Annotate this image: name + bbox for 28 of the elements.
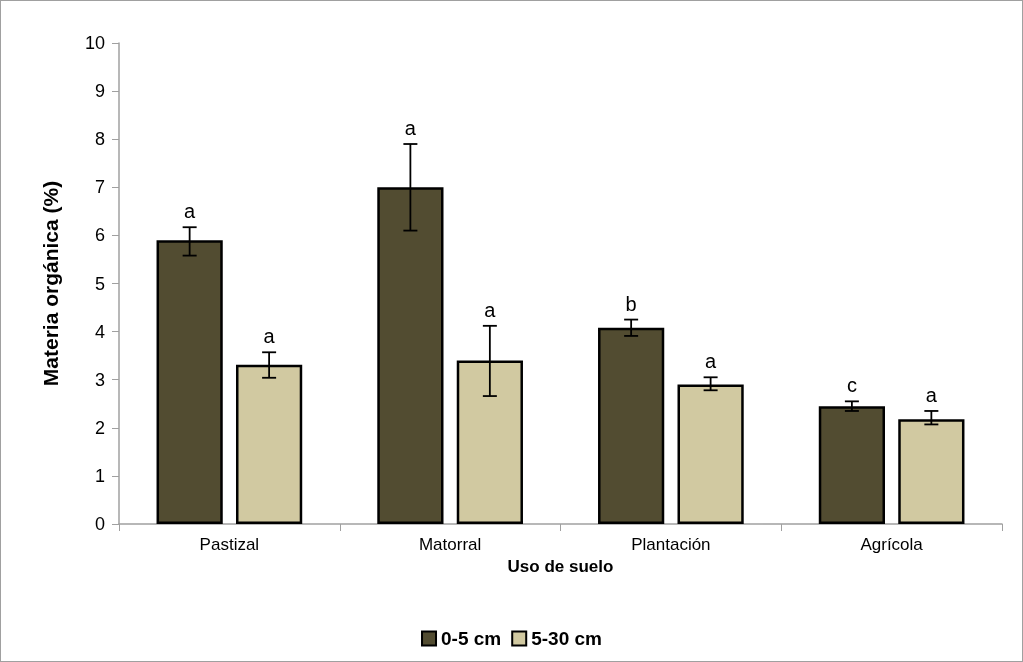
legend-label: 0-5 cm — [441, 628, 502, 649]
data-label: a — [705, 350, 718, 373]
y-tick-label: 9 — [94, 81, 105, 102]
y-tick-label: 1 — [94, 465, 105, 486]
data-label: b — [625, 292, 637, 315]
legend-label: 5-30 cm — [531, 628, 602, 649]
x-tick-label: Plantación — [631, 535, 711, 554]
x-tick-label: Matorral — [418, 535, 482, 554]
x-axis-title: Uso de suelo — [507, 556, 614, 576]
y-tick-label: 2 — [94, 417, 105, 438]
data-label: a — [925, 383, 938, 406]
y-tick-label: 6 — [94, 225, 105, 246]
data-label: a — [404, 117, 417, 140]
y-tick-label: 8 — [94, 129, 105, 150]
bar — [818, 406, 885, 524]
y-tick-label: 7 — [94, 177, 105, 198]
data-label: a — [484, 298, 497, 321]
y-tick-label: 0 — [94, 514, 105, 534]
y-tick-label: 10 — [84, 33, 105, 53]
data-label: a — [184, 200, 197, 223]
y-axis-title: Materia orgánica (%) — [39, 180, 62, 387]
x-tick-label: Pastizal — [199, 535, 260, 554]
y-tick-label: 5 — [94, 273, 105, 294]
y-tick-label: 4 — [94, 321, 105, 342]
data-label: c — [846, 374, 857, 397]
x-tick-label: Agrícola — [860, 535, 924, 554]
data-label: a — [263, 325, 276, 348]
y-tick-label: 3 — [94, 369, 105, 390]
